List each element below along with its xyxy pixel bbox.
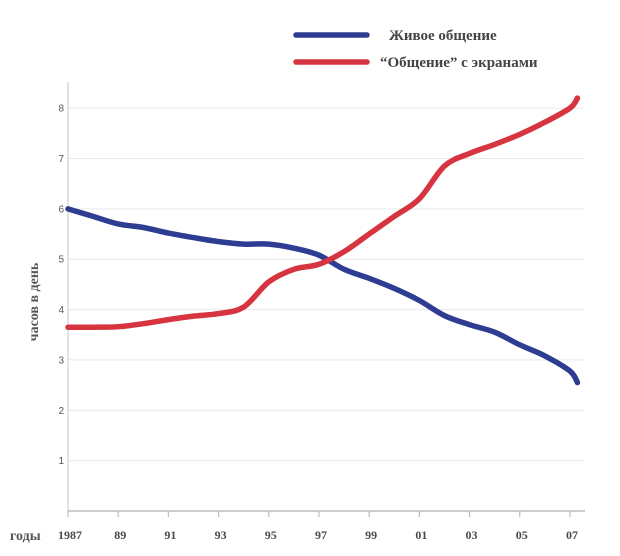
- grid: [68, 107, 585, 462]
- x-tick-label: 89: [114, 528, 126, 542]
- y-tick-label: 2: [58, 406, 64, 417]
- series-line-2: [65, 95, 581, 330]
- x-tick-label: 93: [215, 528, 227, 542]
- x-tick-label: 97: [315, 528, 327, 542]
- axes: 1 2 3 4 5 6 7 8 1987 89 91 93 95 97 99 01 03 05 07: [58, 82, 585, 542]
- x-tick-label: 99: [365, 528, 377, 542]
- x-tick-label: 07: [566, 528, 578, 542]
- y-tick-label: 8: [58, 104, 64, 115]
- x-tick-label: 95: [265, 528, 277, 542]
- legend: Живое общение “Общение” с экранами: [293, 28, 538, 71]
- y-tick-label: 7: [58, 154, 64, 165]
- y-tick-label: 3: [58, 355, 64, 366]
- x-tick-label: 01: [415, 528, 427, 542]
- y-tick-label: 5: [58, 255, 64, 266]
- legend-label-2: “Общение” с экранами: [380, 55, 538, 71]
- legend-label-1: Живое общение: [389, 28, 497, 44]
- x-tick-label: 1987: [58, 528, 82, 542]
- y-tick-label: 6: [58, 204, 64, 215]
- series-line-1: [65, 206, 581, 386]
- x-tick-label: 91: [164, 528, 176, 542]
- x-tick-label: 03: [466, 528, 478, 542]
- series: [65, 95, 581, 386]
- x-tick-label: 05: [516, 528, 528, 542]
- y-tick-label: 1: [58, 456, 64, 467]
- y-tick-label: 4: [58, 305, 64, 316]
- x-axis-title: годы: [10, 529, 41, 544]
- y-axis-title: часов в день: [27, 262, 42, 341]
